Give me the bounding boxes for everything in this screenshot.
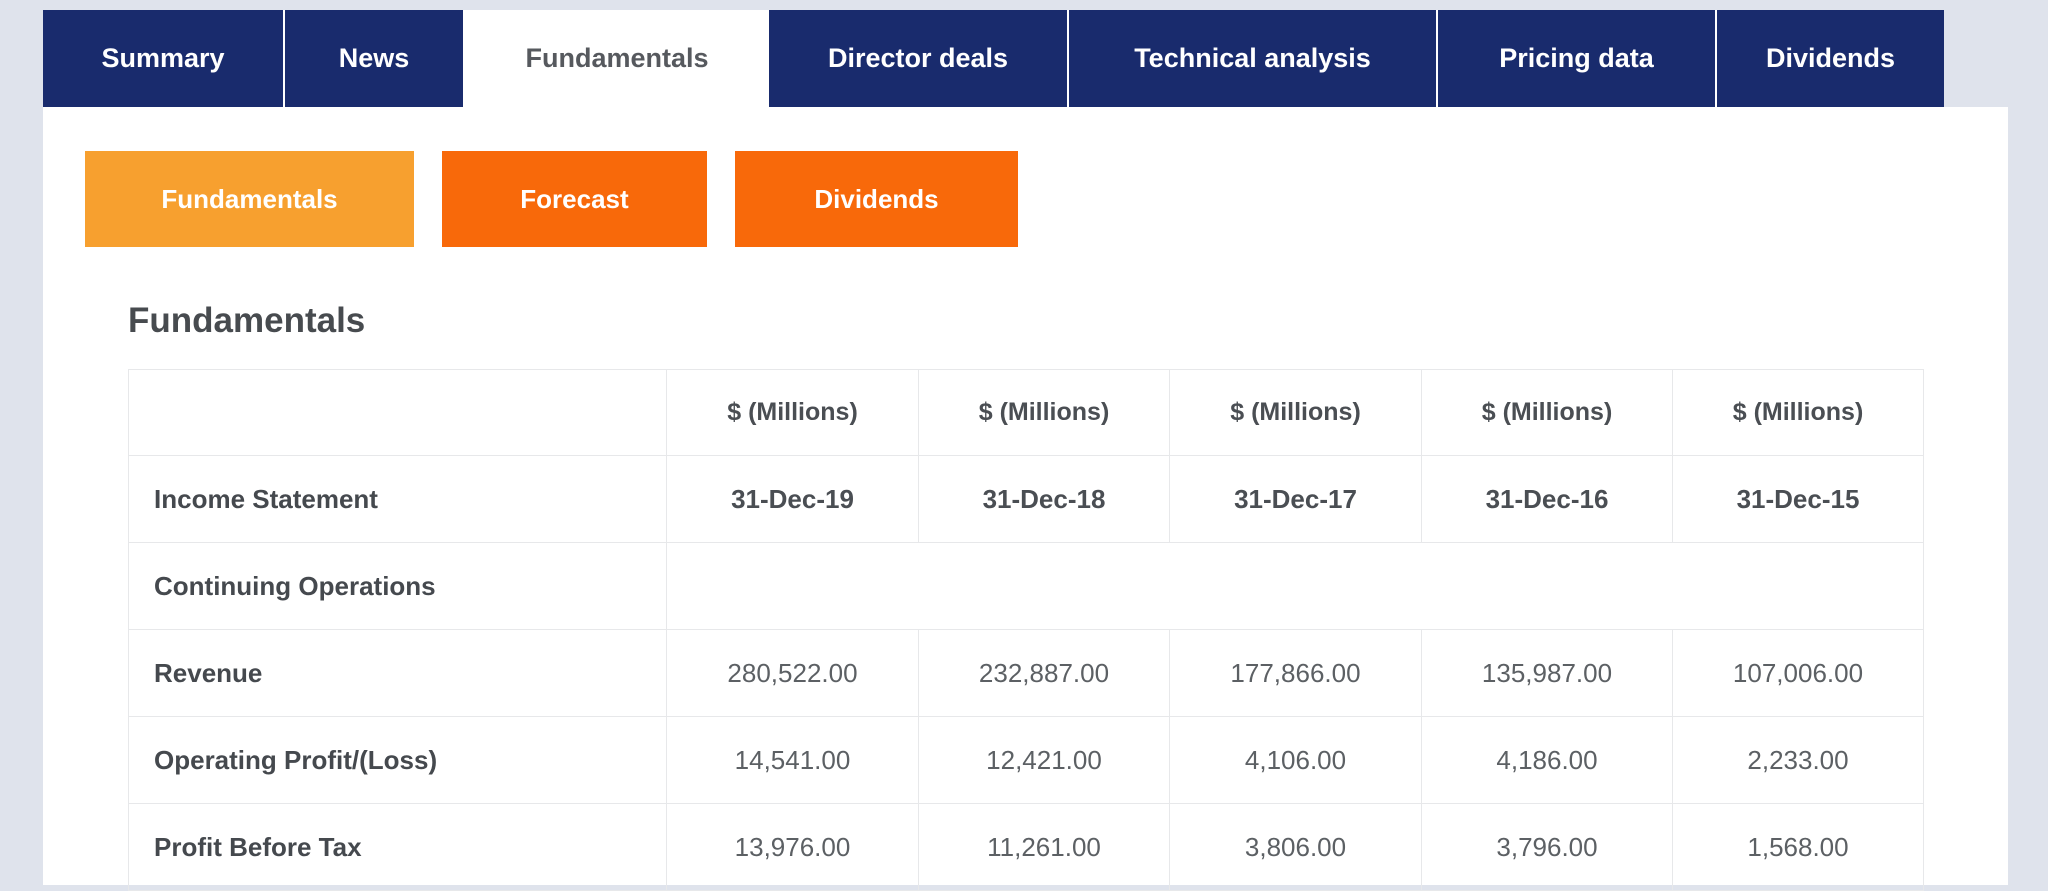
row-label: Profit Before Tax: [128, 803, 667, 891]
value-cell: 13,976.00: [666, 803, 919, 891]
value-cell: 3,806.00: [1169, 803, 1422, 891]
tab-dividends[interactable]: Dividends: [1717, 10, 1944, 107]
date-cell: 31-Dec-19: [666, 455, 919, 543]
table-row-revenue: Revenue 280,522.00 232,887.00 177,866.00 135…: [128, 629, 1924, 717]
unit-header-cell: $ (Millions): [1169, 369, 1422, 456]
subnav-button-fundamentals[interactable]: Fundamentals: [85, 151, 414, 247]
value-cell: 3,796.00: [1421, 803, 1673, 891]
row-label: Income Statement: [128, 455, 667, 543]
unit-header-cell: $ (Millions): [918, 369, 1170, 456]
fundamentals-table-body: $ (Millions) $ (Millions) $ (Millions) $ (M…: [128, 369, 1924, 891]
tab-bar: Summary News Fundamentals Director deals Tec…: [43, 10, 1944, 107]
tab-pricing-data[interactable]: Pricing data: [1438, 10, 1717, 107]
table-row-continuing-operations: Continuing Operations: [128, 542, 1924, 630]
value-cell: 2,233.00: [1672, 716, 1924, 804]
subnav-button-forecast[interactable]: Forecast: [442, 151, 707, 247]
table-row-operating-profit-loss: Operating Profit/(Loss) 14,541.00 12,421.0…: [128, 716, 1924, 804]
tab-fundamentals[interactable]: Fundamentals: [465, 10, 769, 107]
value-cell: 107,006.00: [1672, 629, 1924, 717]
value-cell: 232,887.00: [918, 629, 1170, 717]
value-cell: 280,522.00: [666, 629, 919, 717]
table-row-income-statement: Income Statement 31-Dec-19 31-Dec-18 31-Dec…: [128, 455, 1924, 543]
fundamentals-table: $ (Millions) $ (Millions) $ (Millions) $ (M…: [128, 369, 1924, 891]
date-cell: 31-Dec-18: [918, 455, 1170, 543]
value-cell: 12,421.00: [918, 716, 1170, 804]
table-row-units: $ (Millions) $ (Millions) $ (Millions) $ (M…: [128, 369, 1924, 456]
section-title: Fundamentals: [128, 301, 366, 340]
value-cell: 4,106.00: [1169, 716, 1422, 804]
empty-merged-cell: [666, 542, 1924, 630]
tab-summary[interactable]: Summary: [43, 10, 285, 107]
value-cell: 11,261.00: [918, 803, 1170, 891]
subnav-button-dividends[interactable]: Dividends: [735, 151, 1018, 247]
value-cell: 14,541.00: [666, 716, 919, 804]
tab-technical-analysis[interactable]: Technical analysis: [1069, 10, 1438, 107]
unit-header-cell: $ (Millions): [1421, 369, 1673, 456]
date-cell: 31-Dec-15: [1672, 455, 1924, 543]
unit-header-cell: $ (Millions): [666, 369, 919, 456]
tab-news[interactable]: News: [285, 10, 465, 107]
tab-director-deals[interactable]: Director deals: [769, 10, 1069, 107]
row-label: Operating Profit/(Loss): [128, 716, 667, 804]
value-cell: 1,568.00: [1672, 803, 1924, 891]
value-cell: 135,987.00: [1421, 629, 1673, 717]
row-label: Continuing Operations: [128, 542, 667, 630]
units-row-blank-cell: [128, 369, 667, 456]
row-label: Revenue: [128, 629, 667, 717]
date-cell: 31-Dec-17: [1169, 455, 1422, 543]
unit-header-cell: $ (Millions): [1672, 369, 1924, 456]
value-cell: 4,186.00: [1421, 716, 1673, 804]
date-cell: 31-Dec-16: [1421, 455, 1673, 543]
table-row-profit-before-tax: Profit Before Tax 13,976.00 11,261.00 3,806…: [128, 803, 1924, 891]
value-cell: 177,866.00: [1169, 629, 1422, 717]
